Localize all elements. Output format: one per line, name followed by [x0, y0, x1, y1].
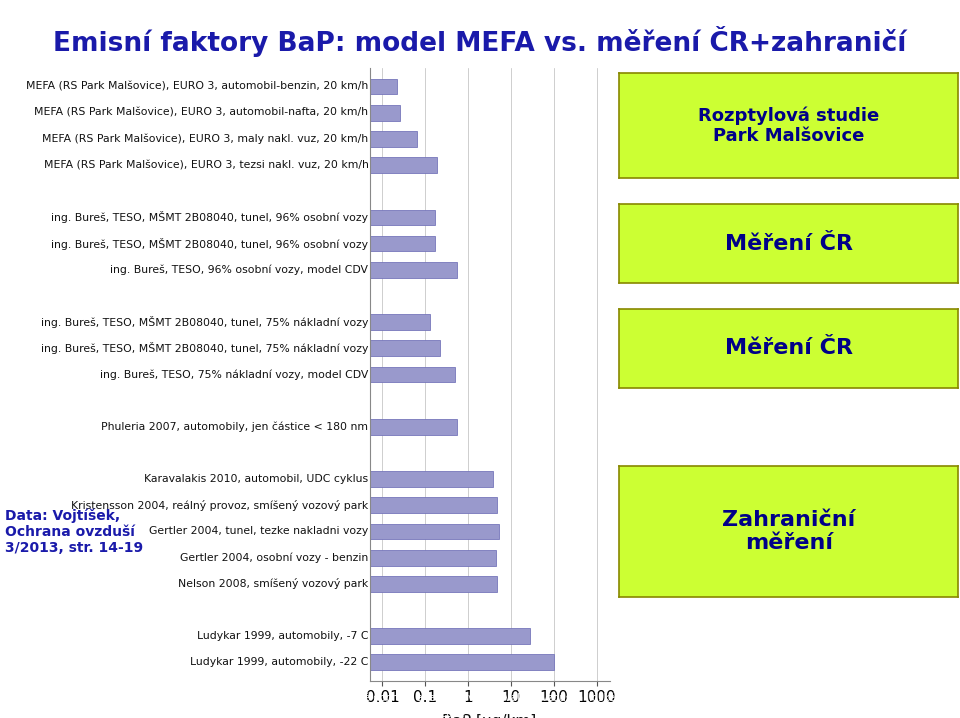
Text: ing. Bureš, TESO, 75% nákladní vozy, model CDV: ing. Bureš, TESO, 75% nákladní vozy, mod… — [100, 369, 369, 380]
Bar — [0, 576, 497, 592]
Bar — [0, 655, 554, 670]
Text: ing. Bureš, TESO, MŠMT 2B08040, tunel, 96% osobní vozy: ing. Bureš, TESO, MŠMT 2B08040, tunel, 9… — [52, 238, 369, 250]
Text: Emisní faktory BaP: model MEFA vs. měření ČR+zahraničí: Emisní faktory BaP: model MEFA vs. měřen… — [54, 26, 906, 57]
Bar — [0, 236, 435, 251]
Bar — [0, 105, 400, 121]
Text: ing. Bureš, TESO, MŠMT 2B08040, tunel, 75% nákladní vozy: ing. Bureš, TESO, MŠMT 2B08040, tunel, 7… — [41, 342, 369, 354]
Bar — [0, 523, 499, 539]
Bar — [0, 367, 455, 382]
Bar — [0, 471, 493, 487]
Bar — [0, 419, 457, 434]
Bar — [0, 157, 438, 173]
Bar — [0, 550, 496, 566]
Text: Kristensson 2004, reálný provoz, smíšený vozový park: Kristensson 2004, reálný provoz, smíšený… — [71, 500, 369, 510]
Text: MEFA (RS Park Malšovice), EURO 3, tezsi nakl. vuz, 20 km/h: MEFA (RS Park Malšovice), EURO 3, tezsi … — [43, 160, 369, 170]
Text: 20: 20 — [818, 690, 843, 709]
Text: Kino Centrál, Hradec Králové, 23.1.2014: Kino Centrál, Hradec Králové, 23.1.2014 — [264, 709, 466, 718]
Text: Zahraniční
měření: Zahraniční měření — [722, 510, 855, 553]
Bar — [0, 340, 440, 356]
Text: Phuleria 2007, automobily, jen částice < 180 nm: Phuleria 2007, automobily, jen částice <… — [102, 421, 369, 432]
Bar — [0, 314, 430, 330]
Text: Ludykar 1999, automobily, -22 C: Ludykar 1999, automobily, -22 C — [190, 658, 369, 667]
Bar — [0, 628, 530, 644]
Text: ing. Bureš, TESO, MŠMT 2B08040, tunel, 75% nákladní vozy: ing. Bureš, TESO, MŠMT 2B08040, tunel, 7… — [41, 316, 369, 328]
Text: MEFA (RS Park Malšovice), EURO 3, maly nakl. vuz, 20 km/h: MEFA (RS Park Malšovice), EURO 3, maly n… — [42, 134, 369, 144]
Bar — [0, 498, 497, 513]
Bar — [0, 210, 435, 225]
Text: Měření ČR: Měření ČR — [725, 233, 852, 253]
Bar — [0, 262, 457, 278]
Text: Ludykar 1999, automobily, -7 C: Ludykar 1999, automobily, -7 C — [197, 631, 369, 641]
Text: Rozptylová studie
Park Malšovice: Rozptylová studie Park Malšovice — [698, 106, 879, 146]
Text: Měření ČR: Měření ČR — [725, 338, 852, 358]
Text: ing. Bureš, TESO, 96% osobní vozy, model CDV: ing. Bureš, TESO, 96% osobní vozy, model… — [110, 264, 369, 275]
Text: Karavalakis 2010, automobil, UDC cyklus: Karavalakis 2010, automobil, UDC cyklus — [144, 474, 369, 484]
Text: Gertler 2004, osobní vozy - benzin: Gertler 2004, osobní vozy - benzin — [180, 552, 369, 563]
Bar — [0, 79, 397, 94]
Text: MEFA (RS Park Malšovice), EURO 3, automobil-benzin, 20 km/h: MEFA (RS Park Malšovice), EURO 3, automo… — [26, 82, 369, 91]
Text: Nelson 2008, smíšený vozový park: Nelson 2008, smíšený vozový park — [179, 578, 369, 589]
Text: Data: Vojtíšek,
Ochrana ovzduší
3/2013, str. 14-19: Data: Vojtíšek, Ochrana ovzduší 3/2013, … — [5, 508, 143, 555]
Text: Vojtíšek: Park Malšovice, Hradec Králové – úhava o otázce automobilové dopravy a: Vojtíšek: Park Malšovice, Hradec Králové… — [10, 692, 652, 703]
X-axis label: BaP [ug/km]: BaP [ug/km] — [443, 714, 537, 718]
Text: Gertler 2004, tunel, tezke nakladni vozy: Gertler 2004, tunel, tezke nakladni vozy — [149, 526, 369, 536]
Text: MEFA (RS Park Malšovice), EURO 3, automobil-nafta, 20 km/h: MEFA (RS Park Malšovice), EURO 3, automo… — [35, 108, 369, 118]
Bar — [0, 131, 418, 146]
Text: ing. Bureš, TESO, MŠMT 2B08040, tunel, 96% osobní vozy: ing. Bureš, TESO, MŠMT 2B08040, tunel, 9… — [52, 211, 369, 223]
